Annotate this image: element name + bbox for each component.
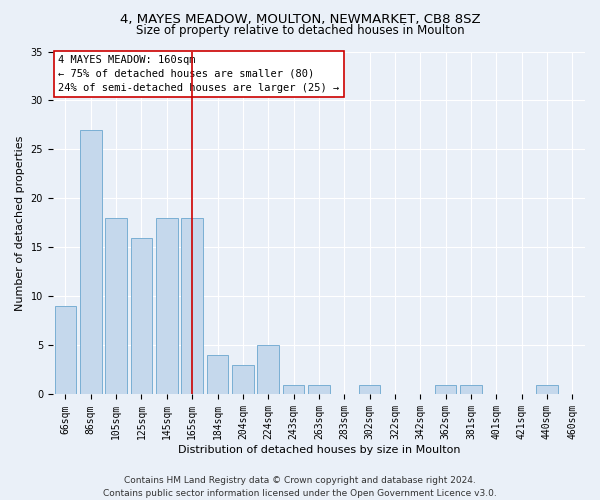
Bar bbox=[156, 218, 178, 394]
Bar bbox=[283, 384, 304, 394]
Bar bbox=[55, 306, 76, 394]
Text: Size of property relative to detached houses in Moulton: Size of property relative to detached ho… bbox=[136, 24, 464, 37]
Bar bbox=[181, 218, 203, 394]
Bar bbox=[308, 384, 329, 394]
Bar bbox=[106, 218, 127, 394]
Bar bbox=[435, 384, 457, 394]
Bar bbox=[460, 384, 482, 394]
Bar bbox=[257, 346, 279, 395]
Text: 4 MAYES MEADOW: 160sqm
← 75% of detached houses are smaller (80)
24% of semi-det: 4 MAYES MEADOW: 160sqm ← 75% of detached… bbox=[58, 55, 340, 93]
X-axis label: Distribution of detached houses by size in Moulton: Distribution of detached houses by size … bbox=[178, 445, 460, 455]
Y-axis label: Number of detached properties: Number of detached properties bbox=[15, 136, 25, 310]
Bar bbox=[359, 384, 380, 394]
Bar bbox=[131, 238, 152, 394]
Bar bbox=[232, 365, 254, 394]
Bar bbox=[536, 384, 558, 394]
Text: 4, MAYES MEADOW, MOULTON, NEWMARKET, CB8 8SZ: 4, MAYES MEADOW, MOULTON, NEWMARKET, CB8… bbox=[119, 12, 481, 26]
Bar bbox=[207, 356, 228, 395]
Bar bbox=[80, 130, 101, 394]
Text: Contains HM Land Registry data © Crown copyright and database right 2024.
Contai: Contains HM Land Registry data © Crown c… bbox=[103, 476, 497, 498]
